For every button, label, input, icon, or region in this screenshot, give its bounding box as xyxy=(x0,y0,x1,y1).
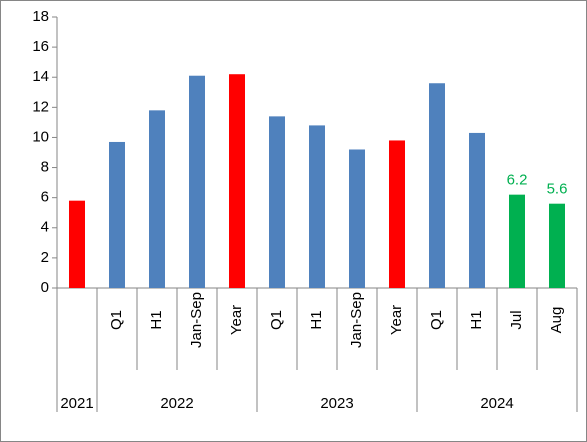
group-label: 2024 xyxy=(480,395,513,412)
bar xyxy=(469,132,485,288)
x-tick-label: Q1 xyxy=(268,310,285,330)
bar xyxy=(509,194,525,288)
y-tick-label: 4 xyxy=(41,219,49,236)
x-tick-label: H1 xyxy=(148,310,165,329)
bar xyxy=(309,125,325,289)
y-tick-label: 12 xyxy=(32,98,49,115)
y-tick-label: 10 xyxy=(32,128,49,145)
x-tick-label: H1 xyxy=(468,310,485,329)
y-tick-label: 18 xyxy=(32,8,49,25)
bar xyxy=(549,203,565,288)
x-tick-label: Aug xyxy=(548,307,565,334)
bar xyxy=(429,83,445,288)
bar xyxy=(69,200,85,288)
y-tick-label: 14 xyxy=(32,68,49,85)
group-label: 2021 xyxy=(60,395,93,412)
y-tick-label: 8 xyxy=(41,159,49,176)
y-tick-label: 6 xyxy=(41,189,49,206)
y-tick-label: 0 xyxy=(41,279,49,296)
value-label: 6.2 xyxy=(507,172,528,189)
x-tick-label: Jul xyxy=(508,310,525,329)
bar xyxy=(189,75,205,288)
x-tick-label: H1 xyxy=(308,310,325,329)
y-tick-label: 16 xyxy=(32,38,49,55)
x-tick-label: Q1 xyxy=(428,310,445,330)
x-tick-label: Jan-Sep xyxy=(188,292,205,348)
x-tick-label: Year xyxy=(228,305,245,335)
x-tick-label: Jan-Sep xyxy=(348,292,365,348)
bar xyxy=(109,141,125,288)
x-tick-label: Year xyxy=(388,305,405,335)
bar xyxy=(349,149,365,288)
bar xyxy=(269,116,285,288)
y-tick-label: 2 xyxy=(41,249,49,266)
bar xyxy=(149,110,165,288)
bar xyxy=(229,74,245,288)
group-label: 2022 xyxy=(160,395,193,412)
bar xyxy=(389,140,405,288)
group-label: 2023 xyxy=(320,395,353,412)
value-label: 5.6 xyxy=(547,181,568,198)
x-tick-label: Q1 xyxy=(108,310,125,330)
